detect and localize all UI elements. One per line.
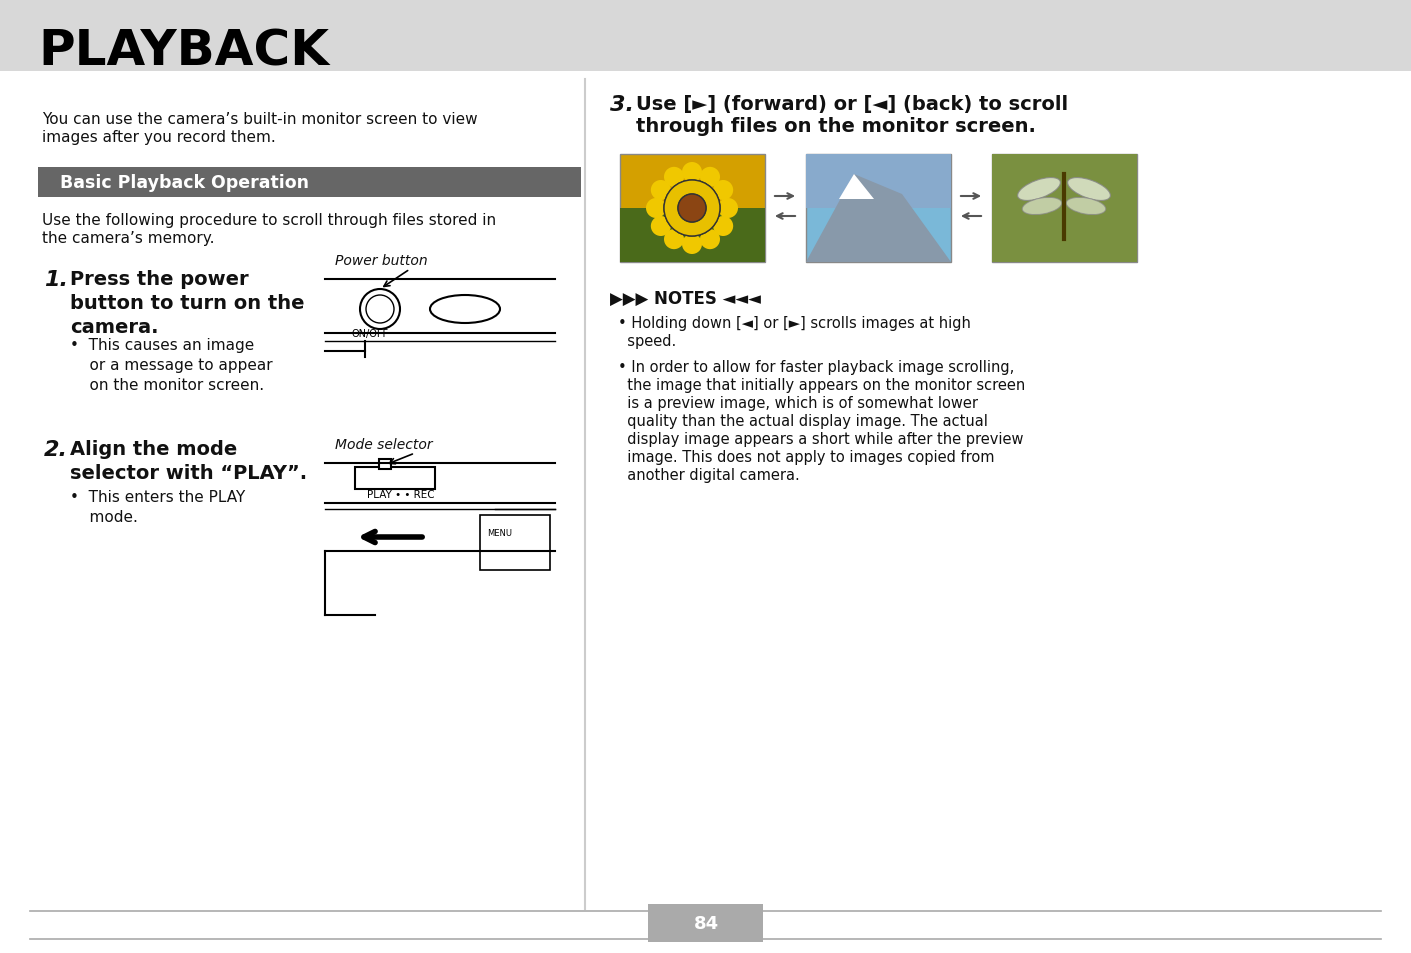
Text: PLAYBACK: PLAYBACK [38,28,329,76]
Circle shape [665,181,720,236]
Text: image. This does not apply to images copied from: image. This does not apply to images cop… [618,450,995,464]
Ellipse shape [1068,178,1110,201]
Bar [480,516,550,571]
Text: another digital camera.: another digital camera. [618,468,800,482]
Text: images after you record them.: images after you record them. [42,130,275,145]
Circle shape [700,168,720,188]
Text: the image that initially appears on the monitor screen: the image that initially appears on the … [618,377,1026,393]
Circle shape [682,234,703,254]
Text: PLAY • • REC: PLAY • • REC [367,490,435,499]
Ellipse shape [1067,198,1106,215]
Circle shape [679,194,706,223]
Circle shape [682,163,703,183]
FancyBboxPatch shape [992,154,1137,263]
Text: Press the power
button to turn on the
camera.: Press the power button to turn on the ca… [71,270,305,337]
Circle shape [700,230,720,250]
Text: Basic Playback Operation: Basic Playback Operation [48,173,309,192]
Circle shape [718,199,738,219]
Ellipse shape [430,295,499,324]
Polygon shape [840,174,873,200]
Circle shape [665,230,684,250]
Bar [648,904,763,942]
Circle shape [713,216,734,236]
Text: 3.: 3. [610,95,634,115]
Text: ON/OFF: ON/OFF [351,329,388,338]
Text: Use [►] (forward) or [◄] (back) to scroll: Use [►] (forward) or [◄] (back) to scrol… [636,95,1068,113]
Circle shape [665,168,684,188]
Circle shape [713,181,734,201]
Circle shape [650,181,670,201]
Text: speed.: speed. [618,334,676,349]
Circle shape [665,181,720,236]
Text: 1.: 1. [44,270,68,290]
Circle shape [646,199,666,219]
Text: You can use the camera’s built-in monitor screen to view: You can use the camera’s built-in monito… [42,112,478,127]
Bar [356,468,435,490]
Text: 2.: 2. [44,439,68,459]
Text: •  This enters the PLAY
    mode.: • This enters the PLAY mode. [71,490,246,524]
Bar [806,154,951,209]
Bar [380,459,391,470]
Bar [619,209,765,263]
Text: the camera’s memory.: the camera’s memory. [42,231,214,246]
FancyBboxPatch shape [806,154,951,263]
Text: 84: 84 [693,914,718,932]
Text: Mode selector: Mode selector [334,437,433,452]
Ellipse shape [1022,198,1061,215]
Text: Power button: Power button [334,253,428,268]
Text: •  This causes an image
    or a message to appear
    on the monitor screen.: • This causes an image or a message to a… [71,337,272,393]
Text: quality than the actual display image. The actual: quality than the actual display image. T… [618,414,988,429]
Text: Align the mode
selector with “PLAY”.: Align the mode selector with “PLAY”. [71,439,308,483]
Text: • In order to allow for faster playback image scrolling,: • In order to allow for faster playback … [618,359,1015,375]
Text: Use the following procedure to scroll through files stored in: Use the following procedure to scroll th… [42,213,497,228]
Polygon shape [806,174,951,263]
Text: through files on the monitor screen.: through files on the monitor screen. [636,117,1036,136]
Bar [38,168,581,198]
Circle shape [679,194,706,223]
Bar [0,0,1411,71]
Text: ▶▶▶ NOTES ◄◄◄: ▶▶▶ NOTES ◄◄◄ [610,290,761,308]
Circle shape [650,216,670,236]
Bar [992,154,1137,263]
FancyBboxPatch shape [619,154,765,263]
Ellipse shape [1017,178,1060,201]
Text: • Holding down [◄] or [►] scrolls images at high: • Holding down [◄] or [►] scrolls images… [618,315,971,331]
Text: display image appears a short while after the preview: display image appears a short while afte… [618,432,1023,447]
Text: MENU: MENU [487,529,512,537]
Text: is a preview image, which is of somewhat lower: is a preview image, which is of somewhat… [618,395,978,411]
